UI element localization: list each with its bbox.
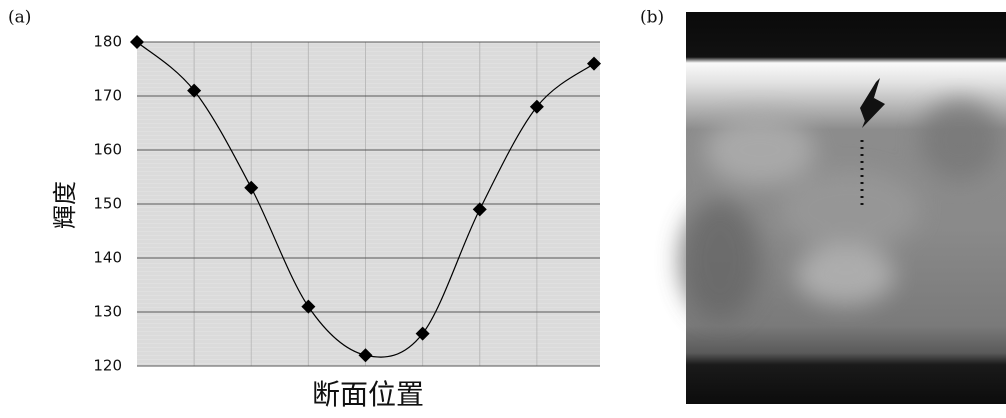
y-tick-label: 140 [93, 249, 122, 267]
panel-label: (a) [8, 8, 31, 28]
y-tick-label: 130 [93, 303, 122, 321]
y-tick-label: 170 [93, 87, 122, 105]
y-tick-label: 150 [93, 195, 122, 213]
panel-label: (b) [640, 8, 664, 28]
y-tick-label: 120 [93, 357, 122, 375]
y-axis-label: 輝度 [51, 181, 79, 229]
photo [680, 12, 1006, 404]
y-tick-label: 180 [93, 33, 122, 51]
x-axis-label: 断面位置 [312, 378, 424, 411]
y-tick-label: 160 [93, 141, 122, 159]
figure: (a) (b) 120 130 140 150 160 170 180 輝度断面位置 [0, 0, 1006, 414]
